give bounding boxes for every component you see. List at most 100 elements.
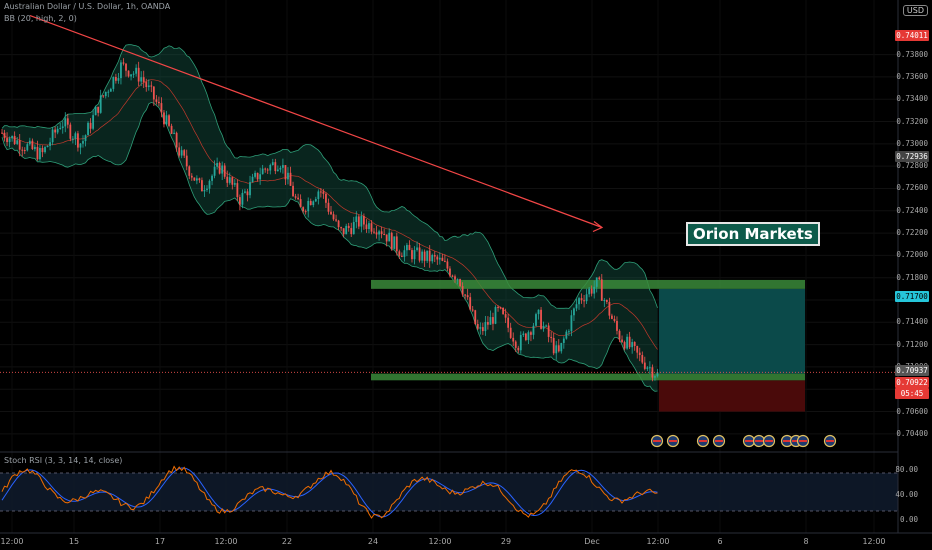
candle-body <box>66 118 69 125</box>
target-box <box>659 288 805 374</box>
candle-body <box>61 126 64 128</box>
resistance-zone[interactable] <box>371 279 805 289</box>
candle-body <box>130 74 132 77</box>
candle-body <box>221 165 224 174</box>
currency-badge[interactable]: USD <box>902 5 928 16</box>
candle-body <box>297 197 299 200</box>
countdown-badge: 05:45 <box>895 388 929 399</box>
candle-body <box>28 140 31 145</box>
candle-body <box>527 332 530 341</box>
candle-body <box>618 330 621 340</box>
candle-body <box>421 251 424 261</box>
support-zone[interactable] <box>371 373 805 381</box>
x-tick-label: 12:00 <box>214 537 238 546</box>
candle-body <box>309 200 312 206</box>
candle-body <box>578 298 580 305</box>
trendline[interactable] <box>29 15 603 229</box>
candle-body <box>623 342 626 349</box>
candle-body <box>537 309 540 315</box>
candle-body <box>125 63 127 71</box>
candle-body <box>185 155 188 167</box>
flag-stripe-icon <box>755 440 763 442</box>
candle-body <box>249 182 251 196</box>
y-tick-label: 0.73200 <box>896 116 928 126</box>
candle-body <box>562 338 565 343</box>
y-tick-label: 0.71200 <box>896 339 928 349</box>
candle-body <box>641 355 644 363</box>
brand-label: Orion Markets <box>686 222 820 246</box>
candle-body <box>276 169 279 172</box>
x-tick-label: 17 <box>154 537 166 546</box>
candle-body <box>302 207 305 212</box>
candle-body <box>628 336 631 348</box>
candle-body <box>431 255 434 262</box>
candle-body <box>89 122 92 129</box>
candle-body <box>1 132 3 134</box>
candle-body <box>443 260 446 262</box>
candle-body <box>499 307 502 309</box>
candle-body <box>218 162 221 174</box>
candle-body <box>497 307 499 309</box>
x-tick-label: 8 <box>803 537 809 546</box>
candle-body <box>41 148 44 153</box>
candle-body <box>11 135 14 139</box>
symbol-legend[interactable]: Australian Dollar / U.S. Dollar, 1h, OAN… <box>4 2 171 11</box>
candle-body <box>92 115 95 129</box>
candle-body <box>481 327 484 332</box>
candle-body <box>474 310 477 325</box>
candle-body <box>264 168 267 170</box>
candle-body <box>454 276 456 280</box>
candle-body <box>64 118 67 127</box>
candle-body <box>418 247 421 261</box>
candle-body <box>484 322 487 332</box>
candle-body <box>163 112 165 125</box>
candle-body <box>580 298 583 301</box>
candle-body <box>593 286 596 294</box>
candle-body <box>46 145 49 148</box>
y-tick-label: 0.72000 <box>896 250 928 260</box>
candle-body <box>611 315 613 319</box>
flag-stripe-icon <box>715 440 723 442</box>
flag-stripe-icon <box>799 440 807 442</box>
candle-body <box>198 178 201 181</box>
candle-body <box>289 172 292 186</box>
candle-body <box>211 175 213 181</box>
candle-body <box>347 225 350 229</box>
candle-body <box>573 308 575 316</box>
candle-body <box>112 77 115 89</box>
stoch-legend[interactable]: Stoch RSI (3, 3, 14, 14, close) <box>4 456 123 465</box>
candle-body <box>44 147 46 153</box>
x-tick-label: 12:00 <box>862 537 886 546</box>
bb-lower <box>1 101 658 392</box>
y-tick-label: 0.72600 <box>896 183 928 193</box>
candle-body <box>428 250 431 262</box>
candle-body <box>8 138 11 143</box>
flag-stripe-icon <box>826 440 834 442</box>
candle-body <box>294 196 297 198</box>
candle-body <box>152 86 155 100</box>
candle-body <box>147 85 150 88</box>
bb-legend[interactable]: BB (20, high, 2, 0) <box>4 14 77 23</box>
candle-body <box>375 232 378 235</box>
flag-stripe-icon <box>653 440 661 442</box>
candle-body <box>585 294 588 302</box>
candle-body <box>595 277 598 287</box>
candle-body <box>206 188 208 190</box>
candle-body <box>517 347 520 351</box>
candle-body <box>403 250 406 257</box>
candle-body <box>74 133 77 139</box>
price-badge-current-2: 0.70922 <box>895 377 929 388</box>
candle-body <box>479 327 482 329</box>
flag-stripe-icon <box>783 440 791 442</box>
candle-body <box>373 231 375 233</box>
candle-body <box>342 228 345 235</box>
candle-body <box>426 250 429 261</box>
candle-body <box>390 232 393 249</box>
candle-body <box>120 62 122 79</box>
candle-body <box>233 183 236 185</box>
candle-body <box>274 162 277 172</box>
candle-body <box>494 307 497 324</box>
candle-body <box>363 216 365 225</box>
y-tick-label: 0.73600 <box>896 71 928 81</box>
